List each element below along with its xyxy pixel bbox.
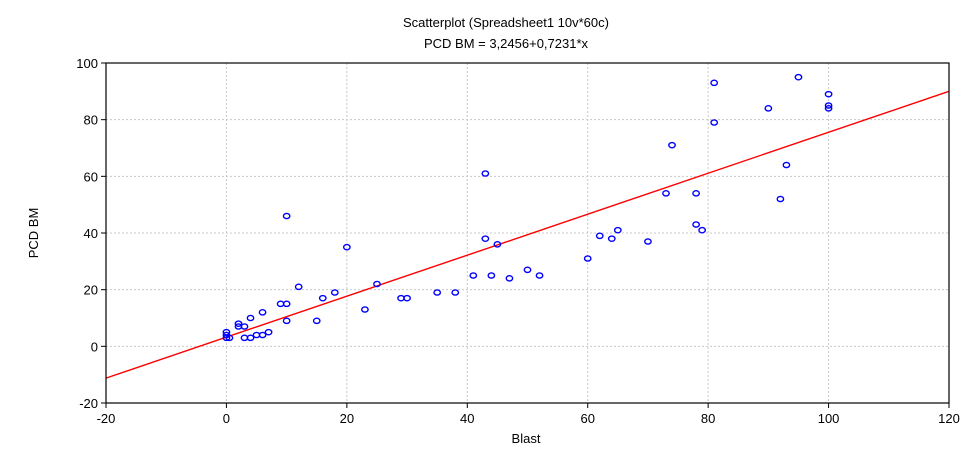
x-tick-label: 100 — [818, 411, 840, 426]
y-tick-label: 20 — [84, 283, 98, 298]
data-point — [662, 190, 670, 197]
data-point — [824, 102, 833, 109]
data-point — [246, 314, 255, 322]
regression-line — [105, 90, 950, 379]
data-point — [764, 105, 773, 112]
y-tick-label: 100 — [76, 56, 98, 71]
data-point — [523, 266, 532, 274]
x-axis-label: Blast — [512, 431, 541, 446]
data-point — [342, 243, 351, 251]
data-point — [433, 289, 442, 296]
data-point — [330, 289, 339, 296]
data-point — [222, 328, 231, 336]
data-point — [258, 331, 267, 339]
y-tick-label: 80 — [84, 113, 98, 128]
data-point — [318, 294, 327, 302]
chart-subtitle: PCD BM = 3,2456+0,7231*x — [424, 36, 589, 51]
data-point — [692, 190, 700, 197]
data-point — [493, 241, 502, 248]
data-point — [361, 306, 369, 313]
data-point — [225, 334, 234, 342]
data-point — [644, 238, 652, 245]
point-layer — [222, 73, 833, 342]
data-point — [613, 226, 622, 234]
data-point — [373, 280, 381, 288]
data-point — [469, 272, 478, 279]
data-point — [487, 272, 496, 279]
tick-layer: -20 0 20 40 60 80 100 120 -20 0 20 40 60 80 100 — [76, 56, 960, 426]
data-point — [505, 275, 514, 282]
data-point — [234, 320, 243, 327]
data-point — [451, 289, 460, 296]
data-point — [481, 235, 490, 242]
data-point — [794, 73, 803, 81]
x-tick-label: -20 — [97, 411, 116, 426]
data-point — [776, 195, 785, 203]
data-point — [246, 334, 255, 342]
x-tick-label: 80 — [701, 411, 715, 426]
data-point — [535, 272, 544, 279]
data-point — [824, 105, 833, 112]
x-tick-label: 0 — [223, 411, 230, 426]
data-point — [710, 79, 719, 87]
data-point — [607, 235, 616, 242]
data-point — [668, 141, 676, 149]
data-point — [710, 119, 719, 126]
data-point — [258, 309, 267, 316]
data-point — [782, 161, 791, 169]
data-point — [403, 294, 411, 302]
x-tick-label: 60 — [580, 411, 594, 426]
data-point — [312, 317, 321, 325]
data-point — [240, 323, 249, 330]
y-tick-label: -20 — [79, 396, 98, 411]
data-point — [692, 221, 700, 228]
data-point — [294, 283, 303, 291]
data-point — [583, 255, 592, 262]
data-point — [282, 317, 291, 325]
y-tick-label: 60 — [84, 169, 98, 184]
x-tick-label: 20 — [340, 411, 354, 426]
data-point — [282, 300, 291, 308]
chart-title: Scatterplot (Spreadsheet1 10v*60c) — [403, 15, 609, 30]
x-tick-label: 40 — [460, 411, 474, 426]
fit-layer — [105, 90, 950, 379]
data-point — [264, 328, 273, 336]
data-point — [698, 226, 707, 234]
data-point — [282, 212, 291, 220]
data-point — [481, 170, 490, 177]
x-tick-label: 120 — [938, 411, 960, 426]
y-tick-label: 0 — [91, 339, 98, 354]
grid-layer — [106, 63, 949, 403]
data-point — [595, 232, 604, 240]
y-axis-label: PCD BM — [26, 208, 41, 259]
data-point — [824, 90, 833, 98]
y-tick-label: 40 — [84, 226, 98, 241]
